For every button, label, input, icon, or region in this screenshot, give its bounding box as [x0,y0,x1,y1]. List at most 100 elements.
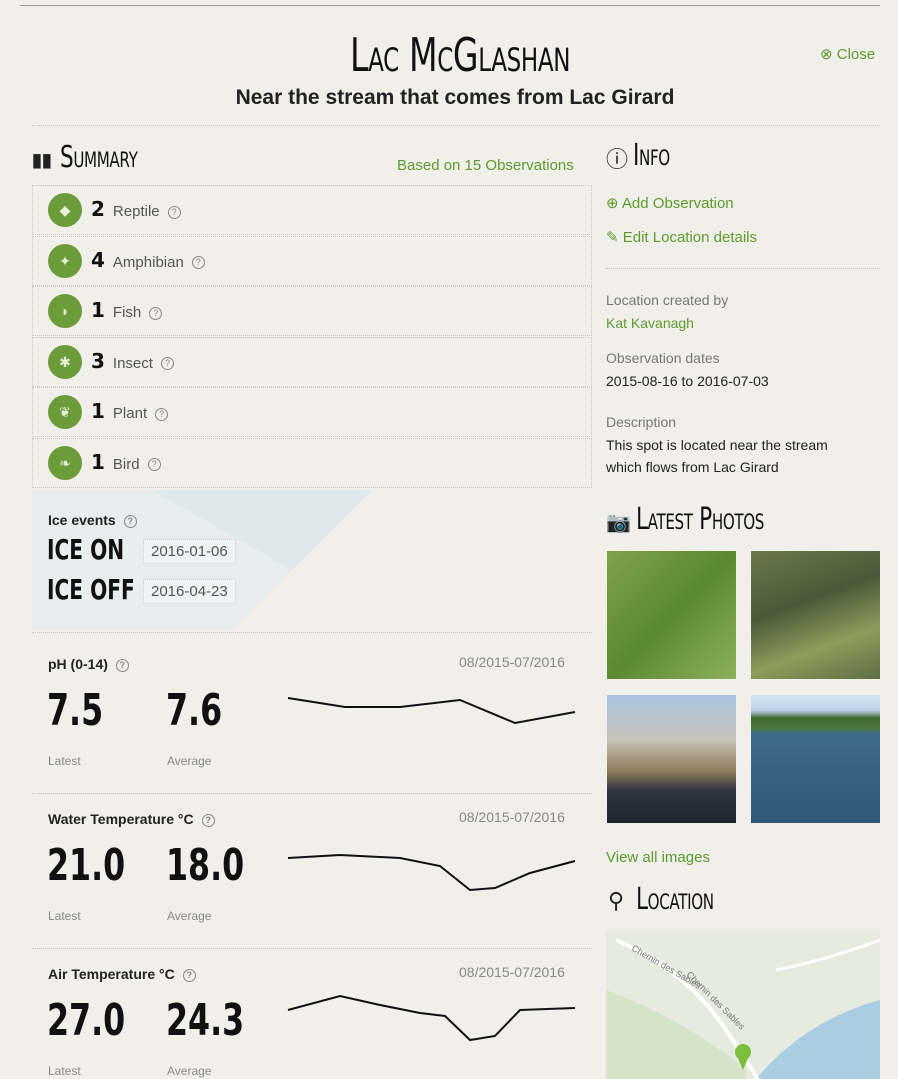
water-sparkline [288,855,575,890]
measure-title-text: Air Temperature °C [48,966,175,982]
date-range: 08/2015-07/2016 [459,654,565,670]
summary-item: 2 Reptile? [91,197,181,221]
photo[interactable] [751,695,880,823]
summary-item: 1 Fish? [91,298,162,322]
edit-location-label[interactable]: Edit Location details [623,229,757,246]
latest-value: 21.0 [47,840,125,891]
summary-item: 3 Insect? [91,349,174,373]
separator [606,268,880,269]
dates: 2015-08-16 to 2016-07-03 [606,373,769,389]
measure-title: pH (0-14)? [48,656,129,672]
measure-title: Air Temperature °C? [48,966,196,982]
category-label: Amphibian [113,254,184,271]
category-icon: ✦ [48,244,82,278]
description-line: which flows from Lac Girard [606,459,779,475]
date-range: 08/2015-07/2016 [459,809,565,825]
summary-item: 4 Amphibian? [91,248,205,272]
category-label: Plant [113,405,147,422]
category-icon: ✱ [48,345,82,379]
ice-label: ICE ON [47,533,124,566]
help-icon[interactable]: ? [155,408,168,421]
help-icon[interactable]: ? [192,256,205,269]
average-value: 7.6 [166,685,222,736]
latest-label: Latest [48,1064,81,1078]
category-icon: ❧ [48,446,82,480]
page: Lac McGlashan ⊗ Close Near the stream th… [0,0,898,1079]
count: 1 [91,450,105,474]
separator [32,948,592,949]
subtitle: Near the stream that comes from Lac Gira… [0,86,898,110]
category-label: Insect [113,355,153,372]
add-observation[interactable]: ⊕ Add Observation [606,194,734,212]
ice-title-text: Ice events [48,512,116,528]
info-icon: ⓘ [606,142,628,174]
category-icon: ◗ [48,294,82,328]
average-value: 18.0 [166,840,244,891]
photo[interactable] [607,695,736,823]
date-range: 08/2015-07/2016 [459,964,565,980]
help-icon[interactable]: ? [183,969,196,982]
category-icon: ❦ [48,395,82,429]
close-label[interactable]: Close [837,46,875,63]
air-sparkline [288,996,575,1040]
photo[interactable] [751,551,880,679]
help-icon[interactable]: ? [148,458,161,471]
photo[interactable] [607,551,736,679]
count: 1 [91,298,105,322]
description-label: Description [606,414,676,430]
view-all-images[interactable]: View all images [606,849,710,866]
separator [32,632,592,633]
summary-icon: ▮▮ [32,150,52,171]
top-border [20,5,880,6]
average-label: Average [167,754,211,768]
count: 3 [91,349,105,373]
help-icon[interactable]: ? [168,206,181,219]
count: 1 [91,399,105,423]
latest-value: 7.5 [47,685,103,736]
latest-label: Latest [48,754,81,768]
info-title: Info [633,138,670,173]
separator [32,125,880,126]
measure-title-text: pH (0-14) [48,656,108,672]
photos-title: Latest Photos [636,502,764,537]
edit-location[interactable]: ✎ Edit Location details [606,228,757,246]
created-label: Location created by [606,292,728,308]
title: Lac McGlashan [350,28,570,82]
summary-item: 1 Plant? [91,399,168,423]
latest-label: Latest [48,909,81,923]
category-label: Bird [113,456,140,473]
location-title: Location [636,882,714,917]
count: 4 [91,248,105,272]
measure-title-text: Water Temperature °C [48,811,194,827]
created-by[interactable]: Kat Kavanagh [606,315,694,331]
category-label: Reptile [113,203,160,220]
average-label: Average [167,1064,211,1078]
category-label: Fish [113,304,141,321]
ice-title: Ice events? [48,512,137,528]
add-observation-label[interactable]: Add Observation [622,195,734,212]
dates-label: Observation dates [606,350,720,366]
count: 2 [91,197,105,221]
ph-sparkline [288,698,575,723]
help-icon[interactable]: ? [202,814,215,827]
average-value: 24.3 [166,995,244,1046]
ice-date: 2016-04-23 [143,579,236,604]
measure-title: Water Temperature °C? [48,811,215,827]
observation-count: Based on 15 Observations [397,157,574,174]
help-icon[interactable]: ? [161,357,174,370]
help-icon[interactable]: ? [149,307,162,320]
ice-label: ICE OFF [47,573,135,606]
summary-item: 1 Bird? [91,450,161,474]
average-label: Average [167,909,211,923]
description-line: This spot is located near the stream [606,437,828,453]
close-button[interactable]: ⊗ Close [820,45,875,63]
latest-value: 27.0 [47,995,125,1046]
separator [32,793,592,794]
summary-title: Summary [60,140,137,175]
ice-date: 2016-01-06 [143,539,236,564]
map[interactable]: Chemin des Sables Chemin des Sables [606,930,880,1079]
category-icon: ◆ [48,193,82,227]
camera-icon: 📷 [606,510,631,535]
help-icon[interactable]: ? [116,659,129,672]
pin-icon: ⚲ [608,888,624,914]
